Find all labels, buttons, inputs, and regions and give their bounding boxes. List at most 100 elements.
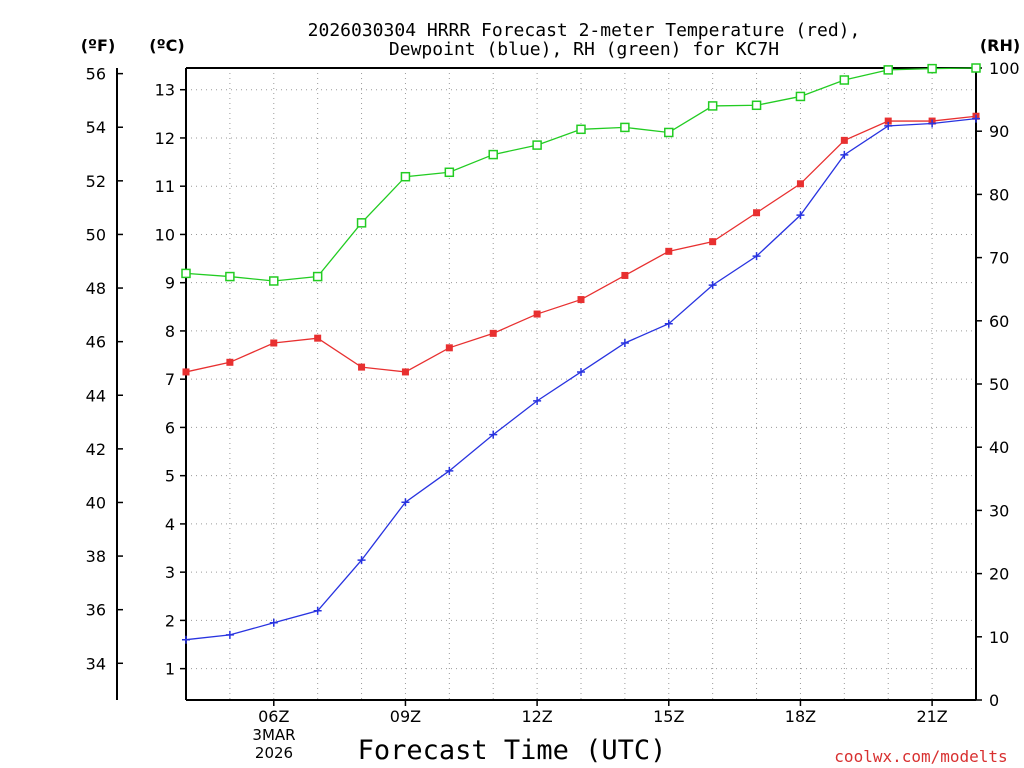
celsius-tick-label: 5	[165, 467, 175, 486]
credit-label: coolwx.com/modelts	[834, 747, 1007, 766]
dewpoint-point	[884, 121, 893, 130]
fahrenheit-tick-label: 52	[86, 172, 106, 191]
2-meter-temperature-point	[577, 296, 585, 304]
rh-point	[576, 124, 586, 135]
2-meter-temperature-point	[665, 247, 673, 255]
date-year-label: 2026	[255, 744, 293, 762]
fahrenheit-tick-label: 36	[86, 601, 106, 620]
chart-title-line-1: 2026030304 HRRR Forecast 2-meter Tempera…	[308, 20, 861, 41]
rh-tick-label: 30	[989, 501, 1009, 520]
rh-point	[620, 122, 630, 133]
rh-point	[839, 75, 850, 85]
dewpoint-point	[664, 319, 673, 328]
2-meter-temperature-point	[226, 358, 234, 366]
celsius-unit-label: (ºC)	[149, 36, 184, 55]
dewpoint-point	[972, 114, 980, 123]
date-month-label: 3MAR	[252, 726, 295, 744]
rh-point	[488, 149, 498, 160]
2-meter-temperature-point	[840, 136, 848, 144]
celsius-tick-label: 2	[165, 611, 175, 630]
2-meter-temperature-point	[753, 209, 761, 217]
rh-point	[664, 127, 674, 138]
rh-tick-label: 50	[989, 375, 1009, 394]
dewpoint-point	[357, 556, 366, 565]
rh-line	[185, 67, 977, 282]
dewpoint-point	[796, 211, 805, 220]
rh-tick-label: 70	[989, 249, 1009, 268]
rh-point	[225, 271, 235, 282]
2-meter-temperature-point	[533, 310, 541, 318]
rh-point	[795, 91, 806, 102]
x-tick-label: 15Z	[653, 707, 684, 726]
dewpoint-point	[489, 430, 498, 439]
fahrenheit-unit-label: (ºF)	[81, 36, 116, 55]
chart-title-line-2: Dewpoint (blue), RH (green) for KC7H	[389, 39, 779, 60]
dewpoint-point	[401, 498, 410, 507]
rh-unit-label: (RH)	[980, 36, 1020, 55]
dewpoint-point	[182, 635, 190, 644]
fahrenheit-tick-label: 42	[86, 440, 106, 459]
rh-point	[181, 268, 191, 279]
celsius-tick-label: 13	[155, 81, 175, 100]
celsius-tick-label: 1	[165, 660, 175, 679]
fahrenheit-tick-label: 46	[86, 333, 106, 352]
celsius-tick-label: 11	[155, 177, 175, 196]
fahrenheit-tick-label: 34	[86, 654, 106, 673]
celsius-tick-label: 10	[155, 225, 175, 244]
x-tick-label: 12Z	[521, 707, 552, 726]
fahrenheit-tick-label: 40	[86, 493, 106, 512]
2-meter-temperature-point	[401, 368, 409, 376]
2-meter-temperature-point	[709, 238, 717, 246]
dewpoint-point	[708, 281, 717, 290]
fahrenheit-tick-label: 44	[86, 386, 106, 405]
2-meter-temperature-point	[270, 339, 278, 347]
rh-point	[444, 167, 455, 178]
2-meter-temperature-point	[796, 180, 804, 188]
dewpoint-point	[269, 618, 278, 627]
dewpoint-point	[313, 606, 322, 615]
rh-point	[971, 63, 981, 73]
x-tick-label: 09Z	[390, 707, 421, 726]
rh-tick-label: 10	[989, 628, 1009, 647]
axes	[116, 67, 982, 706]
rh-point	[400, 171, 411, 182]
rh-point	[883, 65, 893, 75]
dewpoint-point	[445, 466, 454, 475]
grid-lines	[186, 68, 976, 700]
2-meter-temperature-point	[182, 368, 190, 376]
2-meter-temperature-point	[621, 271, 629, 279]
2-meter-temperature-point	[445, 344, 453, 352]
celsius-tick-label: 7	[165, 370, 175, 389]
rh-tick-label: 90	[989, 122, 1009, 141]
data-series	[181, 63, 981, 644]
dewpoint-point	[225, 630, 234, 639]
dewpoint-point	[840, 150, 849, 159]
x-tick-label: 18Z	[785, 707, 816, 726]
celsius-tick-label: 8	[165, 322, 175, 341]
rh-point	[356, 218, 367, 228]
rh-tick-label: 60	[989, 312, 1009, 331]
rh-tick-label: 20	[989, 565, 1009, 584]
fahrenheit-tick-label: 56	[86, 65, 106, 84]
dewpoint-point	[577, 367, 585, 376]
dewpoint-point	[928, 119, 937, 128]
x-tick-label: 06Z	[258, 707, 289, 726]
rh-point	[269, 276, 279, 286]
rh-point	[312, 271, 323, 282]
rh-point	[751, 100, 762, 111]
fahrenheit-tick-label: 48	[86, 279, 106, 298]
fahrenheit-tick-label: 50	[86, 225, 106, 244]
dewpoint-point	[533, 396, 542, 405]
2-meter-temperature-point	[314, 334, 322, 342]
celsius-tick-label: 9	[165, 274, 175, 293]
dewpoint-point	[752, 252, 761, 261]
2-meter-temperature-point	[358, 363, 366, 371]
2-meter-temperature-point	[884, 117, 892, 125]
celsius-tick-label: 4	[165, 515, 175, 534]
rh-point	[927, 63, 937, 74]
2-meter-temperature-point	[489, 329, 497, 337]
rh-tick-label: 40	[989, 438, 1009, 457]
rh-tick-label: 80	[989, 185, 1009, 204]
celsius-tick-label: 12	[155, 129, 175, 148]
